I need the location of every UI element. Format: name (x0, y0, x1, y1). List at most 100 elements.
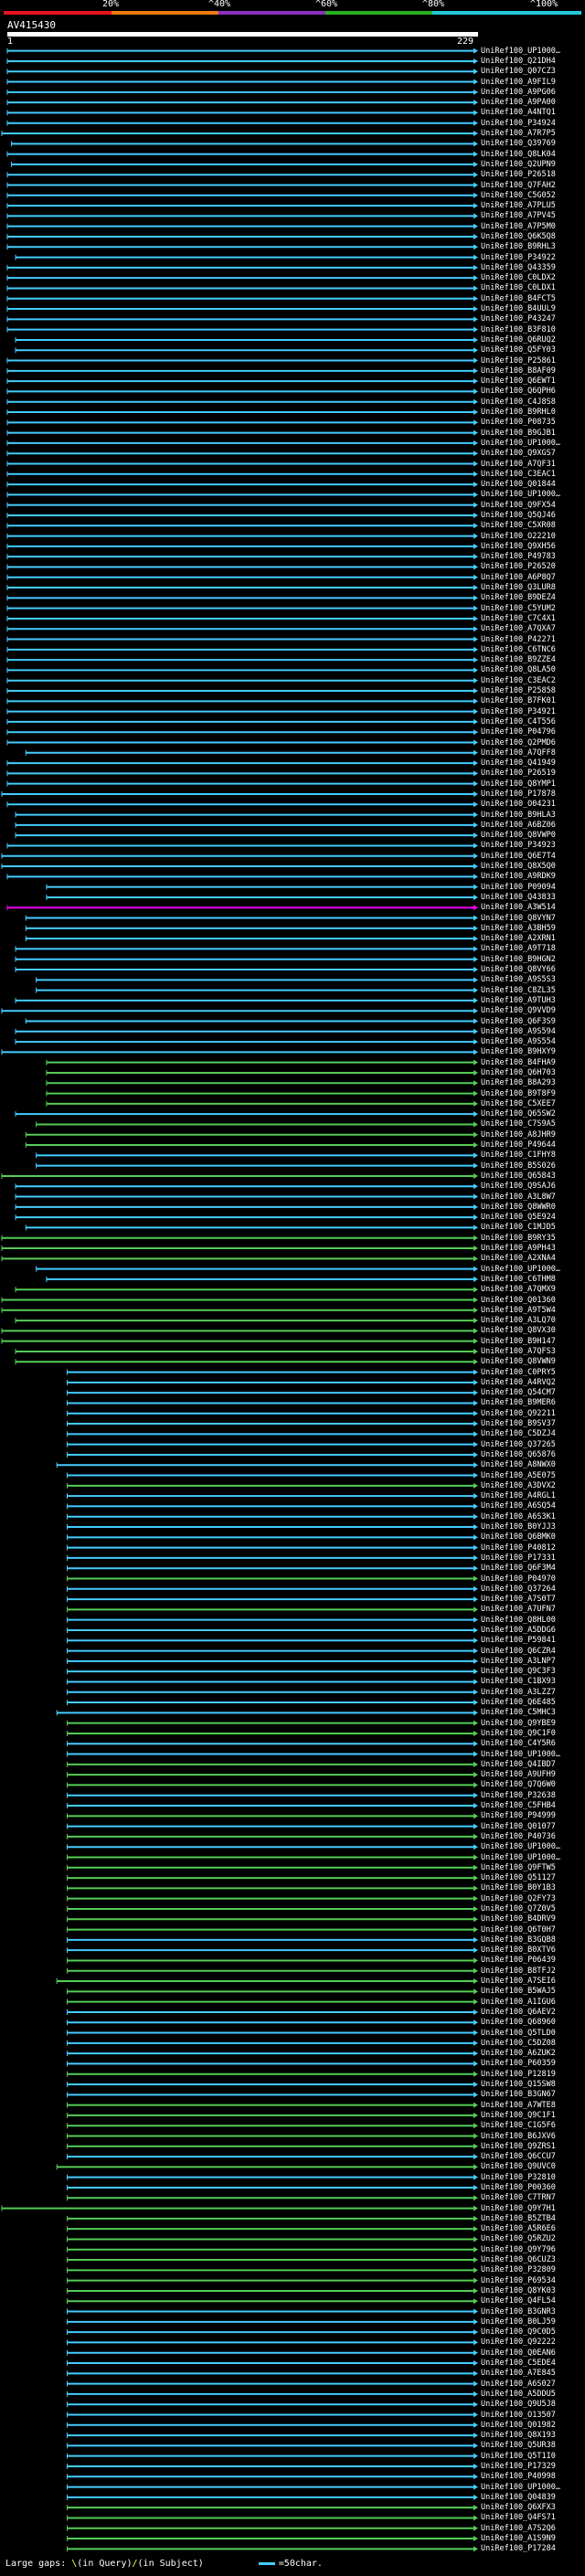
hit-label[interactable]: UniRef100_A9PH43 (481, 1244, 556, 1254)
hit-label[interactable]: UniRef100_A9S594 (481, 1026, 556, 1036)
hit-label[interactable]: UniRef100_C4J8S8 (481, 397, 556, 407)
hit-label[interactable]: UniRef100_Q8LK04 (481, 149, 556, 159)
hit-label[interactable]: UniRef100_C7TRN7 (481, 2193, 556, 2203)
hit-label[interactable]: UniRef100_Q4IBD7 (481, 1759, 556, 1769)
hit-label[interactable]: UniRef100_O22210 (481, 531, 556, 541)
hit-label[interactable]: UniRef100_A8JHR9 (481, 1129, 556, 1140)
hit-label[interactable]: UniRef100_C5DZJ4 (481, 1429, 556, 1439)
hit-label[interactable]: UniRef100_Q9XH56 (481, 541, 556, 551)
hit-label[interactable]: UniRef100_Q8VX30 (481, 1326, 556, 1336)
hit-label[interactable]: UniRef100_C7C4X1 (481, 613, 556, 623)
hit-label[interactable]: UniRef100_Q8X193 (481, 2431, 556, 2441)
hit-label[interactable]: UniRef100_C0PRY5 (481, 1367, 556, 1377)
hit-label[interactable]: UniRef100_C1FHY8 (481, 1150, 556, 1161)
hit-label[interactable]: UniRef100_Q6CCU7 (481, 2152, 556, 2162)
hit-label[interactable]: UniRef100_B3GNR3 (481, 2306, 556, 2316)
hit-label[interactable]: UniRef100_Q9ZRS1 (481, 2141, 556, 2151)
hit-label[interactable]: UniRef100_A9TUH3 (481, 995, 556, 1005)
hit-label[interactable]: UniRef100_Q0EAN6 (481, 2348, 556, 2358)
hit-label[interactable]: UniRef100_A5DDG6 (481, 1625, 556, 1635)
hit-label[interactable]: UniRef100_A3LNP7 (481, 1656, 556, 1666)
hit-label[interactable]: UniRef100_Q04839 (481, 2492, 556, 2502)
hit-label[interactable]: UniRef100_Q5QJ46 (481, 510, 556, 520)
hit-label[interactable]: UniRef100_C1G5F6 (481, 2121, 556, 2131)
hit-label[interactable]: UniRef100_C1BX93 (481, 1677, 556, 1687)
hit-label[interactable]: UniRef100_B9MER6 (481, 1398, 556, 1408)
hit-label[interactable]: UniRef100_Q6F3S9 (481, 1016, 556, 1026)
hit-label[interactable]: UniRef100_Q92222 (481, 2337, 556, 2348)
hit-label[interactable]: UniRef100_C5MHC3 (481, 1708, 556, 1718)
hit-label[interactable]: UniRef100_Q9YBE9 (481, 1718, 556, 1728)
hit-label[interactable]: UniRef100_B9RHL0 (481, 408, 556, 418)
hit-label[interactable]: UniRef100_Q9Y7H1 (481, 2203, 556, 2213)
hit-label[interactable]: UniRef100_UP1000… (481, 1842, 560, 1852)
hit-label[interactable]: UniRef100_Q8VY66 (481, 965, 556, 975)
hit-label[interactable]: UniRef100_Q7Z0V5 (481, 1903, 556, 1913)
hit-label[interactable]: UniRef100_Q9VVD9 (481, 1006, 556, 1016)
hit-label[interactable]: UniRef100_B9HGN2 (481, 954, 556, 964)
hit-label[interactable]: UniRef100_B6JXV6 (481, 2131, 556, 2141)
hit-label[interactable]: UniRef100_Q37265 (481, 1439, 556, 1449)
hit-label[interactable]: UniRef100_A6SQ54 (481, 1501, 556, 1511)
hit-label[interactable]: UniRef100_Q6F3M4 (481, 1564, 556, 1574)
hit-label[interactable]: UniRef100_B4UUL9 (481, 304, 556, 314)
hit-label[interactable]: UniRef100_Q8VWN9 (481, 1357, 556, 1367)
hit-label[interactable]: UniRef100_P40736 (481, 1831, 556, 1841)
hit-label[interactable]: UniRef100_P32810 (481, 2172, 556, 2182)
hit-label[interactable]: UniRef100_P04796 (481, 727, 556, 737)
hit-label[interactable]: UniRef100_Q7Q6W0 (481, 1780, 556, 1790)
hit-label[interactable]: UniRef100_Q5T1I0 (481, 2451, 556, 2461)
hit-label[interactable]: UniRef100_Q01077 (481, 1821, 556, 1831)
hit-label[interactable]: UniRef100_Q9C3F3 (481, 1667, 556, 1677)
hit-label[interactable]: UniRef100_P43247 (481, 314, 556, 324)
hit-label[interactable]: UniRef100_Q6K5Q8 (481, 231, 556, 241)
hit-label[interactable]: UniRef100_B4DRV9 (481, 1914, 556, 1924)
hit-label[interactable]: UniRef100_O13507 (481, 2410, 556, 2420)
hit-label[interactable]: UniRef100_C6THM8 (481, 1274, 556, 1284)
hit-label[interactable]: UniRef100_A5E075 (481, 1470, 556, 1480)
hit-label[interactable]: UniRef100_P25861 (481, 355, 556, 366)
hit-label[interactable]: UniRef100_B8A293 (481, 1078, 556, 1088)
hit-label[interactable]: UniRef100_A7QFS3 (481, 1346, 556, 1356)
hit-label[interactable]: UniRef100_A7P5M0 (481, 221, 556, 231)
hit-label[interactable]: UniRef100_C5G052 (481, 190, 556, 200)
hit-label[interactable]: UniRef100_Q21DH4 (481, 56, 556, 66)
hit-label[interactable]: UniRef100_Q65876 (481, 1449, 556, 1459)
hit-label[interactable]: UniRef100_P06439 (481, 1956, 556, 1966)
hit-label[interactable]: UniRef100_P09094 (481, 882, 556, 892)
hit-label[interactable]: UniRef100_Q9FX54 (481, 500, 556, 510)
hit-label[interactable]: UniRef100_P08735 (481, 418, 556, 428)
hit-label[interactable]: UniRef100_Q9C1F1 (481, 2110, 556, 2120)
hit-label[interactable]: UniRef100_P17878 (481, 789, 556, 799)
hit-label[interactable]: UniRef100_C8ZL35 (481, 985, 556, 995)
hit-label[interactable]: UniRef100_A7SEI6 (481, 1977, 556, 1987)
hit-label[interactable]: UniRef100_A7QFF8 (481, 747, 556, 758)
hit-label[interactable]: UniRef100_Q9C1F0 (481, 1728, 556, 1738)
hit-label[interactable]: UniRef100_B9RY35 (481, 1233, 556, 1243)
hit-label[interactable]: UniRef100_Q4FL54 (481, 2296, 556, 2306)
hit-label[interactable]: UniRef100_A7QF31 (481, 459, 556, 469)
hit-label[interactable]: UniRef100_Q68960 (481, 2018, 556, 2028)
hit-label[interactable]: UniRef100_B4FHA9 (481, 1057, 556, 1067)
hit-label[interactable]: UniRef100_C3EAC1 (481, 469, 556, 479)
hit-label[interactable]: UniRef100_A9PG06 (481, 87, 556, 97)
hit-label[interactable]: UniRef100_P59841 (481, 1636, 556, 1646)
hit-label[interactable]: UniRef100_A9T718 (481, 944, 556, 954)
hit-label[interactable]: UniRef100_Q3LUR8 (481, 583, 556, 593)
hit-label[interactable]: UniRef100_A7R7P5 (481, 129, 556, 139)
hit-label[interactable]: UniRef100_C5EDE4 (481, 2359, 556, 2369)
hit-label[interactable]: UniRef100_B9HXY9 (481, 1047, 556, 1057)
hit-label[interactable]: UniRef100_C0LDX2 (481, 273, 556, 283)
hit-label[interactable]: UniRef100_B5ZTB4 (481, 2213, 556, 2223)
hit-label[interactable]: UniRef100_A1S9N9 (481, 2534, 556, 2544)
hit-label[interactable]: UniRef100_Q8VWP0 (481, 831, 556, 841)
hit-label[interactable]: UniRef100_UP1000… (481, 1852, 560, 1862)
hit-label[interactable]: UniRef100_Q65843 (481, 1171, 556, 1181)
hit-label[interactable]: UniRef100_B9DEZ4 (481, 593, 556, 603)
hit-label[interactable]: UniRef100_Q8WWR0 (481, 1202, 556, 1212)
hit-label[interactable]: UniRef100_A2XRN1 (481, 934, 556, 944)
hit-label[interactable]: UniRef100_Q8VYN7 (481, 913, 556, 923)
hit-label[interactable]: UniRef100_P25858 (481, 686, 556, 696)
hit-label[interactable]: UniRef100_A5DDU5 (481, 2389, 556, 2399)
hit-label[interactable]: UniRef100_B8AF09 (481, 366, 556, 376)
